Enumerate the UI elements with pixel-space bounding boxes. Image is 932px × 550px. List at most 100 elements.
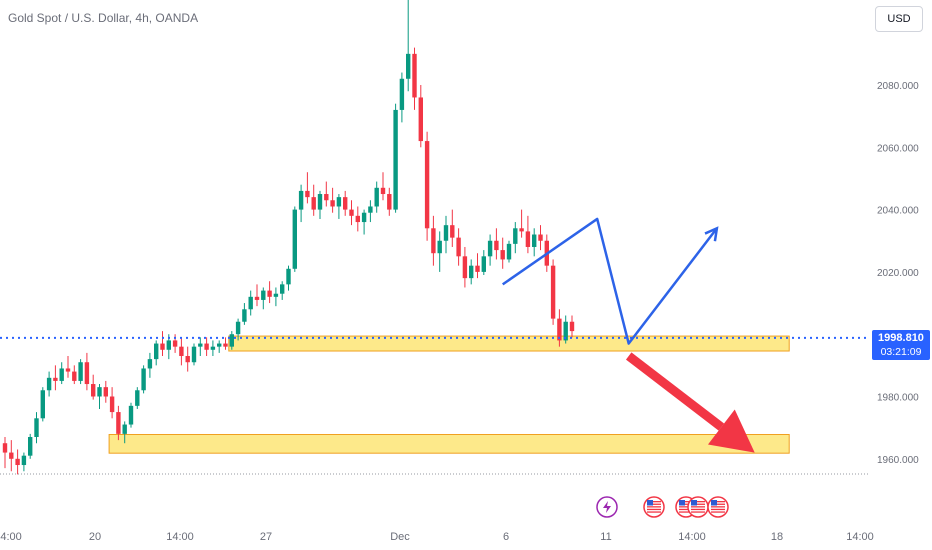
candle (324, 181, 329, 207)
candle (210, 340, 216, 357)
x-tick-label: 6 (503, 531, 509, 543)
candle (424, 131, 430, 241)
candle (406, 0, 411, 92)
candle (109, 387, 115, 419)
candle (330, 187, 335, 213)
blue-arrow-head (704, 226, 719, 242)
candle (91, 374, 96, 400)
candle (103, 380, 108, 403)
candle (280, 281, 285, 300)
candle (53, 365, 58, 391)
candle (298, 184, 304, 223)
x-tick-label: 18 (771, 531, 783, 543)
candle (456, 228, 461, 266)
candle (550, 259, 556, 325)
candle (519, 209, 524, 238)
x-tick-label: 27 (260, 531, 272, 543)
candle (393, 103, 398, 213)
candle (261, 287, 266, 310)
red-arrow-shaft[interactable] (625, 352, 725, 431)
candle (494, 228, 499, 260)
candle (506, 240, 512, 263)
y-tick-label: 1980.000 (877, 393, 919, 404)
candle (361, 209, 367, 235)
candle (84, 352, 90, 391)
candle (286, 265, 291, 291)
y-tick-label: 1960.000 (877, 455, 919, 466)
us-flag-icon[interactable] (687, 496, 709, 518)
candle (387, 187, 392, 216)
candle (46, 371, 52, 397)
x-tick-label: 20 (89, 531, 101, 543)
candle (122, 421, 127, 444)
candle (248, 290, 253, 316)
candle (317, 190, 323, 219)
candle (412, 47, 417, 110)
candle (557, 309, 562, 347)
candle (179, 337, 184, 366)
candle (2, 436, 8, 469)
candle (40, 387, 45, 422)
candle (311, 184, 316, 216)
y-tick-label: 2080.000 (877, 81, 919, 92)
y-tick-label: 2040.000 (877, 206, 919, 217)
blue-projection-path[interactable] (501, 217, 718, 345)
candle (399, 72, 405, 123)
candle (475, 253, 480, 279)
candle (305, 172, 310, 204)
candle (154, 340, 159, 366)
candle (128, 402, 134, 428)
candle (462, 246, 468, 288)
currency-button[interactable]: USD (875, 6, 923, 32)
lightning-icon[interactable] (596, 496, 618, 518)
x-tick-label: Dec (390, 531, 410, 543)
x-tick-label: 14:00 (846, 531, 874, 543)
x-axis: 14:00 20 14:00 27 Dec 6 11 14:00 18 14:00 (0, 531, 874, 543)
candle (267, 281, 272, 304)
candle (65, 356, 71, 378)
candle (204, 337, 209, 357)
candle (569, 315, 575, 338)
candle (273, 287, 279, 307)
candle (191, 343, 197, 366)
candle (343, 190, 348, 216)
candle (336, 194, 342, 219)
candle (185, 346, 190, 372)
candle (563, 315, 568, 344)
candle (15, 449, 20, 475)
candle (242, 303, 247, 325)
chart-title: Gold Spot / U.S. Dollar, 4h, OANDA (8, 11, 199, 25)
candle (235, 318, 241, 341)
candle (217, 340, 222, 353)
candle (59, 362, 64, 385)
candle (141, 365, 146, 394)
candle (292, 206, 297, 272)
y-tick-label: 2020.000 (877, 268, 919, 279)
support-zone-1[interactable] (228, 335, 790, 352)
bar-countdown: 03:21:09 (880, 346, 922, 358)
candle (147, 352, 153, 378)
candle (380, 172, 386, 201)
candle (532, 228, 537, 257)
candle (78, 359, 83, 385)
candle (229, 331, 234, 350)
support-zone-2[interactable] (108, 434, 790, 454)
candle (450, 209, 455, 247)
candle (135, 387, 140, 409)
y-tick-label: 2060.000 (877, 143, 919, 154)
us-flag-icon[interactable] (707, 496, 729, 518)
candle (349, 200, 354, 226)
candle (500, 237, 505, 269)
us-flag-icon[interactable] (643, 496, 665, 518)
candle (160, 331, 165, 357)
candle (223, 337, 228, 350)
candle (368, 200, 373, 223)
x-tick-label: 11 (600, 531, 611, 543)
current-price-value: 1998.810 (878, 332, 924, 344)
candle (481, 250, 486, 276)
candle (28, 433, 33, 459)
current-price-badge: 1998.810 03:21:09 (872, 330, 930, 360)
support-zones (108, 335, 790, 454)
